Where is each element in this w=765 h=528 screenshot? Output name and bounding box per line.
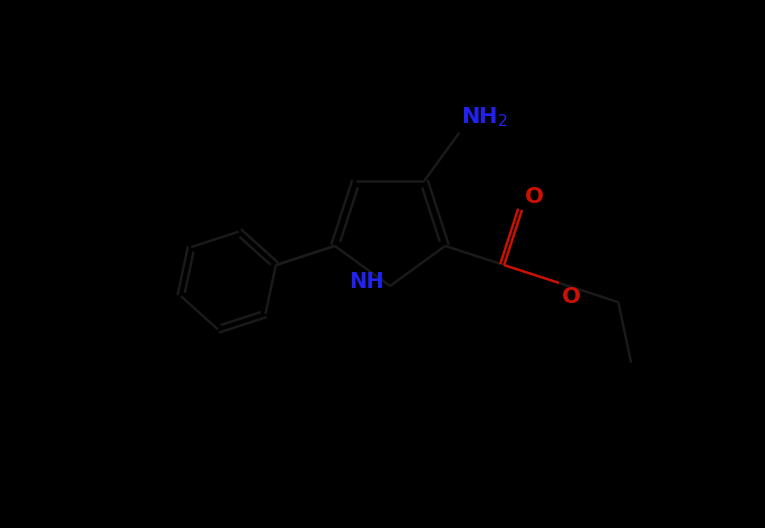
Text: O: O: [525, 187, 544, 207]
Text: NH: NH: [350, 272, 384, 292]
Text: O: O: [562, 287, 581, 307]
Text: NH$_2$: NH$_2$: [461, 105, 509, 128]
